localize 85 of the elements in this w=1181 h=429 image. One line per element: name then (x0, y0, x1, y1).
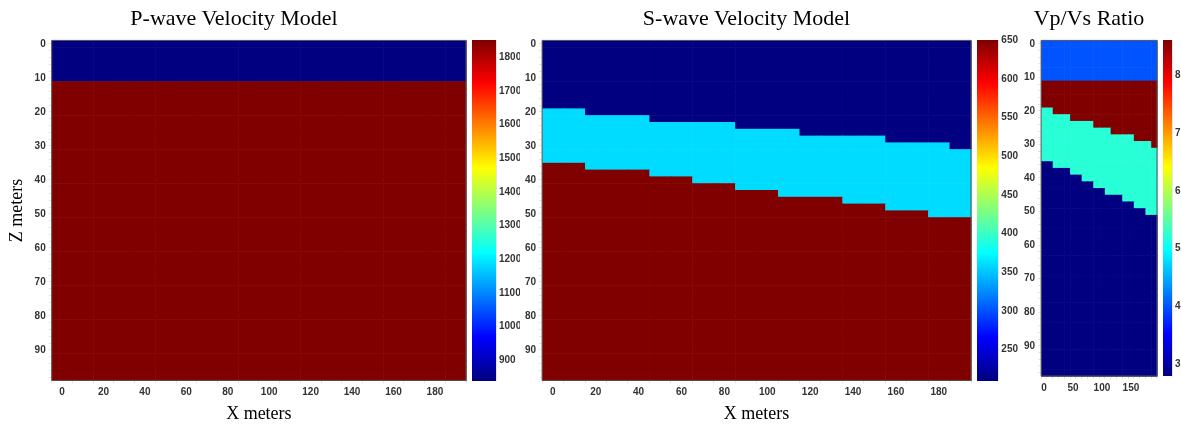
chart-title: S-wave Velocity Model (642, 4, 851, 30)
y-tick-label: 30 (525, 139, 537, 151)
x-tick-label: 0 (1041, 381, 1048, 393)
y-tick-label: 80 (1024, 305, 1036, 317)
x-tick-label: 100 (758, 386, 777, 398)
y-tick-label: 90 (1024, 339, 1036, 351)
y-tick-label: 30 (34, 139, 47, 151)
color-bar-label: 1000 (499, 320, 522, 332)
x-tick-label: 20 (97, 386, 110, 398)
color-bar-label: 400 (1001, 227, 1019, 239)
y-tick-label: 70 (34, 275, 47, 287)
x-tick-label: 20 (590, 386, 602, 398)
y-tick-label: 50 (1024, 205, 1036, 217)
x-tick-label: 180 (930, 386, 948, 398)
y-tick-label: 10 (1024, 71, 1036, 83)
y-tick-label: 70 (1024, 272, 1036, 284)
color-bar-label: 7 (1175, 126, 1181, 138)
color-bar-label: 4 (1175, 300, 1181, 312)
color-bar-label: 1300 (499, 219, 522, 231)
color-bar-label: 500 (1001, 150, 1019, 162)
y-tick-label: 0 (1029, 37, 1036, 49)
color-bar-label: 450 (1001, 188, 1019, 200)
x-axis-title: X meters (723, 402, 790, 423)
x-tick-label: 0 (550, 386, 557, 398)
y-tick-label: 90 (34, 343, 47, 355)
x-tick-label: 80 (222, 386, 234, 398)
y-tick-label: 40 (525, 173, 537, 185)
y-tick-label: 0 (40, 37, 47, 49)
color-bar-label: 1200 (499, 252, 522, 264)
y-tick-label: 60 (34, 241, 47, 253)
chart-title: Vp/Vs Ratio (1033, 4, 1145, 30)
y-tick-label: 50 (525, 207, 537, 219)
x-tick-label: 140 (343, 386, 361, 398)
color-bar-label: 1600 (499, 118, 522, 130)
x-tick-label: 40 (139, 386, 151, 398)
color-bar-label: 600 (1001, 72, 1019, 84)
y-tick-label: 80 (34, 309, 47, 321)
y-tick-label: 20 (1024, 104, 1036, 116)
y-tick-label: 30 (1024, 138, 1036, 150)
y-axis-title: Z meters (5, 178, 26, 243)
color-bar-label: 550 (1001, 111, 1019, 123)
color-bar-label: 350 (1001, 265, 1019, 277)
y-tick-label: 20 (525, 105, 537, 117)
color-bar-label: 3 (1175, 358, 1181, 370)
y-tick-label: 40 (34, 173, 47, 185)
x-tick-label: 140 (844, 386, 862, 398)
x-axis-title: X meters (226, 402, 292, 423)
color-bar-label: 1500 (499, 151, 522, 163)
color-bar-label: 1800 (499, 50, 522, 62)
x-tick-label: 100 (1093, 381, 1111, 393)
color-bar-label: 8 (1175, 68, 1181, 80)
color-bar-label: 900 (499, 353, 517, 365)
y-tick-label: 0 (530, 37, 537, 49)
x-tick-label: 100 (260, 386, 278, 398)
x-tick-label: 160 (887, 386, 905, 398)
color-bar-label: 5 (1175, 242, 1181, 254)
y-tick-label: 20 (34, 105, 47, 117)
chart-title: P-wave Velocity Model (130, 4, 338, 30)
y-tick-label: 50 (34, 207, 47, 219)
y-tick-label: 80 (525, 309, 537, 321)
x-tick-label: 60 (675, 386, 688, 398)
color-bar-label: 1700 (499, 84, 522, 96)
y-tick-label: 10 (34, 71, 47, 83)
color-bar-label: 1400 (499, 185, 522, 197)
color-bar-label: 650 (1001, 34, 1019, 46)
color-bar-label: 6 (1175, 184, 1181, 196)
x-tick-label: 160 (385, 386, 403, 398)
y-tick-label: 60 (1024, 238, 1036, 250)
x-tick-label: 120 (302, 386, 320, 398)
x-tick-label: 150 (1122, 381, 1140, 393)
y-tick-label: 40 (1024, 171, 1036, 183)
color-bar-label: 250 (1001, 343, 1019, 355)
y-tick-label: 60 (525, 241, 537, 253)
x-tick-label: 80 (718, 386, 731, 398)
color-bar-label: 1100 (499, 286, 522, 298)
color-bar-label: 300 (1001, 304, 1019, 316)
y-tick-label: 70 (525, 275, 537, 287)
x-tick-label: 50 (1067, 381, 1079, 393)
x-tick-label: 180 (426, 386, 444, 398)
y-tick-label: 10 (525, 71, 537, 83)
x-tick-label: 40 (633, 386, 645, 398)
x-tick-label: 60 (180, 386, 193, 398)
x-tick-label: 120 (801, 386, 819, 398)
y-tick-label: 90 (525, 343, 537, 355)
x-tick-label: 0 (59, 386, 66, 398)
